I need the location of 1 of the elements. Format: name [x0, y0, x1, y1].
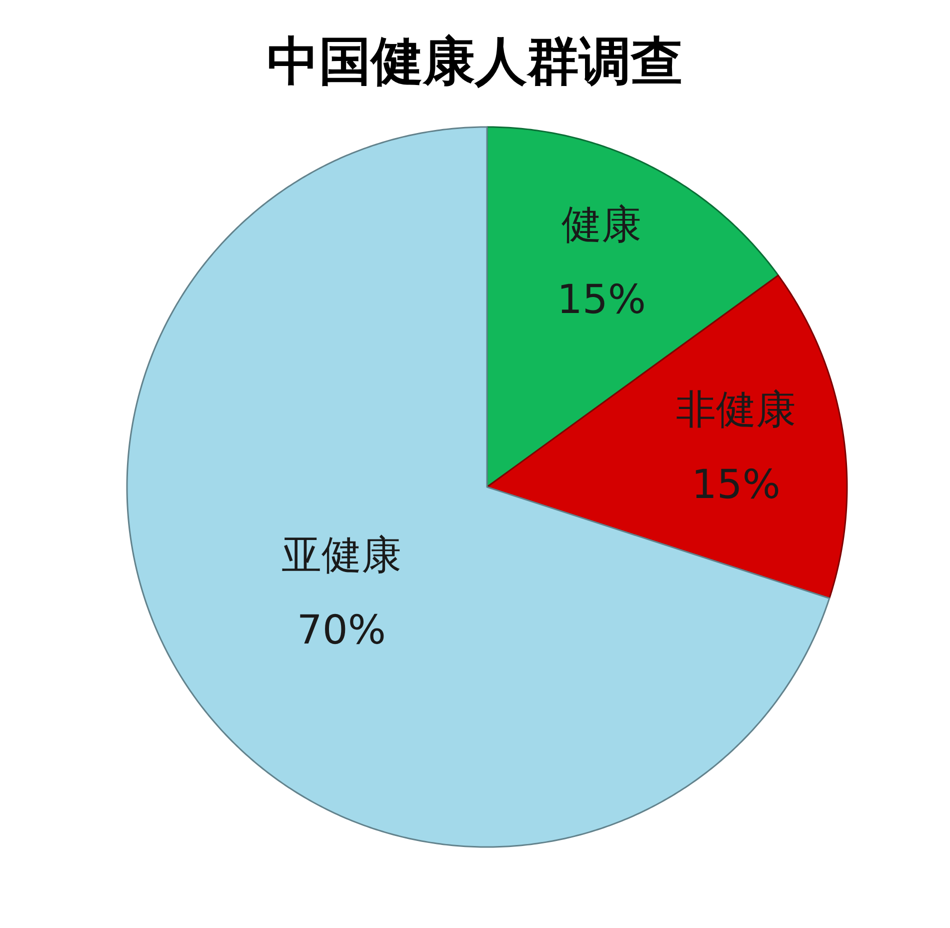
title: 中国健康人群调查 — [267, 32, 683, 92]
